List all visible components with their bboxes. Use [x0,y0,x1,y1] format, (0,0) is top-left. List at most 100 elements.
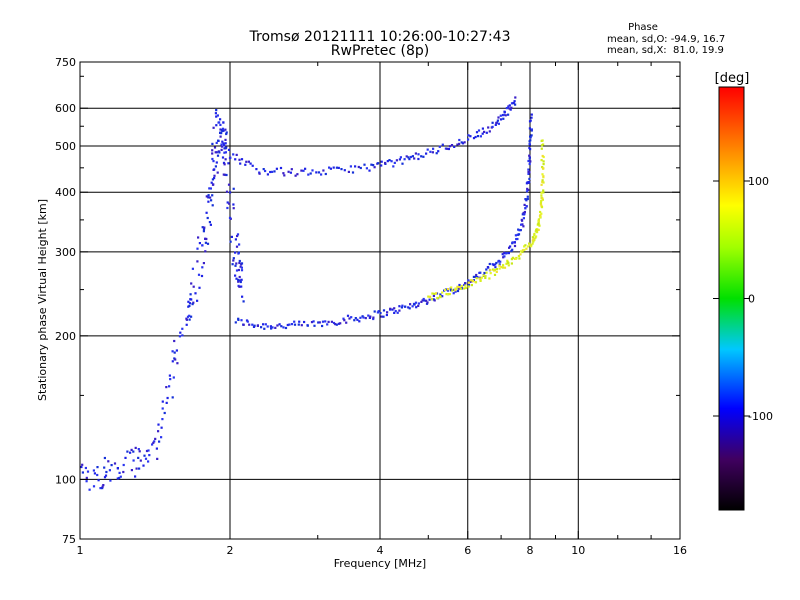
data-point [165,401,168,404]
data-point [235,277,238,280]
data-point [481,127,484,130]
data-point [417,153,420,156]
data-point [439,293,442,296]
data-point [92,469,95,472]
data-point [206,216,209,220]
data-point [528,162,531,166]
data-point [282,326,285,329]
data-point [540,183,543,186]
data-point [523,248,526,252]
data-point [541,139,544,142]
data-point [248,323,251,326]
data-point [528,160,532,163]
data-point [284,326,288,330]
data-point [118,471,121,474]
data-point [346,314,350,317]
data-point [488,262,491,266]
data-point [530,244,533,247]
data-point [153,440,156,443]
data-point [491,121,494,124]
data-point [137,456,140,459]
data-point [398,305,401,308]
data-point [373,310,376,313]
data-point [211,194,214,197]
data-point [354,317,357,320]
data-point [459,287,462,290]
data-point [451,289,454,292]
data-point [539,210,542,214]
data-point [304,167,307,170]
data-point [488,130,491,133]
data-point [531,236,534,239]
data-point [542,189,545,192]
data-point [244,163,247,166]
data-point [203,226,206,229]
data-point [467,283,471,287]
data-point [388,159,391,162]
x-axis-label: Frequency [MHz] [334,557,426,570]
data-point [453,145,456,148]
data-point [454,289,457,292]
data-point [309,172,312,175]
data-point [240,269,244,272]
data-point [103,456,106,460]
data-point [533,234,536,237]
data-point [185,318,188,321]
data-point [494,123,497,126]
data-point [463,283,466,287]
data-point [426,148,429,151]
data-point [157,423,160,426]
data-point [495,270,498,273]
data-point [533,232,536,236]
data-point [238,261,241,265]
colorbar-gradient [718,86,745,511]
data-point [472,275,475,278]
data-point [350,316,353,319]
data-point [335,323,338,326]
data-point [524,207,527,210]
data-point [172,376,175,379]
data-point [134,475,137,478]
data-point [278,323,281,326]
data-point [220,148,223,151]
data-point [215,161,218,164]
data-point [139,459,142,462]
data-point [537,218,540,221]
data-point [391,308,394,311]
data-point [216,171,219,174]
data-point [510,106,513,109]
data-point [515,257,518,260]
data-point [363,163,366,166]
data-point [448,293,451,296]
data-point [311,169,314,172]
data-point [96,473,99,477]
data-point [181,327,184,330]
data-point [221,140,224,143]
data-point [204,250,207,253]
data-point [232,203,235,206]
data-point [84,466,87,470]
data-point [488,277,491,280]
data-point [532,238,535,241]
data-point [526,197,529,201]
data-point [190,315,193,318]
data-point [405,155,408,158]
data-point [192,301,195,304]
data-point [247,160,250,163]
data-point [335,166,338,169]
data-point [118,476,121,480]
data-point [448,145,452,148]
data-point [234,274,237,277]
data-point [361,315,364,318]
data-point [219,128,222,131]
data-point [252,325,256,328]
data-point [101,487,104,490]
data-point [148,454,151,457]
data-point [189,293,192,296]
data-point [327,320,330,323]
data-point [359,166,362,170]
data-point [528,142,531,146]
y-tick-label: 75 [62,533,76,546]
data-point [210,199,213,202]
data-point [521,250,524,254]
